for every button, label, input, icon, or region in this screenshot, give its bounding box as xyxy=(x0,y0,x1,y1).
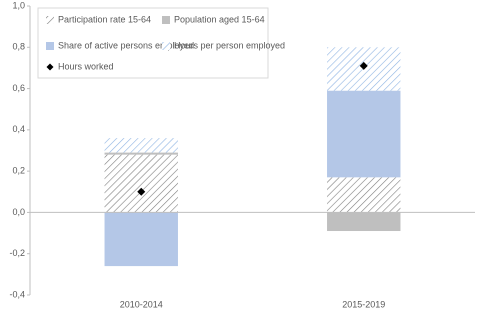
legend-swatch xyxy=(46,42,54,50)
legend-marker xyxy=(46,63,54,71)
bar-segment xyxy=(104,152,178,155)
bar-segment xyxy=(327,90,401,178)
marker xyxy=(359,61,368,70)
legend-label: Hours worked xyxy=(58,61,114,71)
legend-box xyxy=(37,7,269,79)
x-tick-label: 2015-2019 xyxy=(342,299,385,309)
bar-segment xyxy=(104,138,178,153)
bar-segment xyxy=(104,212,178,267)
legend-swatch xyxy=(162,16,170,24)
marker xyxy=(137,187,146,196)
y-tick-label: -0,4 xyxy=(9,289,25,299)
y-tick-label: 1,0 xyxy=(12,0,25,10)
x-tick-label: 2010-2014 xyxy=(120,299,163,309)
y-tick-label: 0,4 xyxy=(12,124,25,134)
y-tick-label: 0,2 xyxy=(12,166,25,176)
bar-segment xyxy=(327,212,401,232)
y-tick-label: -0,2 xyxy=(9,248,25,258)
bar-segment xyxy=(104,154,178,213)
bar-segment xyxy=(327,177,401,213)
legend-label: Population aged 15-64 xyxy=(174,14,265,24)
y-tick-label: 0,8 xyxy=(12,42,25,52)
y-tick-label: 0,6 xyxy=(12,83,25,93)
y-tick-label: 0,0 xyxy=(12,207,25,217)
legend-swatch xyxy=(162,42,170,50)
legend-label: Hours per person employed xyxy=(174,40,285,50)
legend-label: Participation rate 15-64 xyxy=(58,14,151,24)
legend-swatch xyxy=(46,16,54,24)
legend-label: Share of active persons employed xyxy=(58,40,194,50)
